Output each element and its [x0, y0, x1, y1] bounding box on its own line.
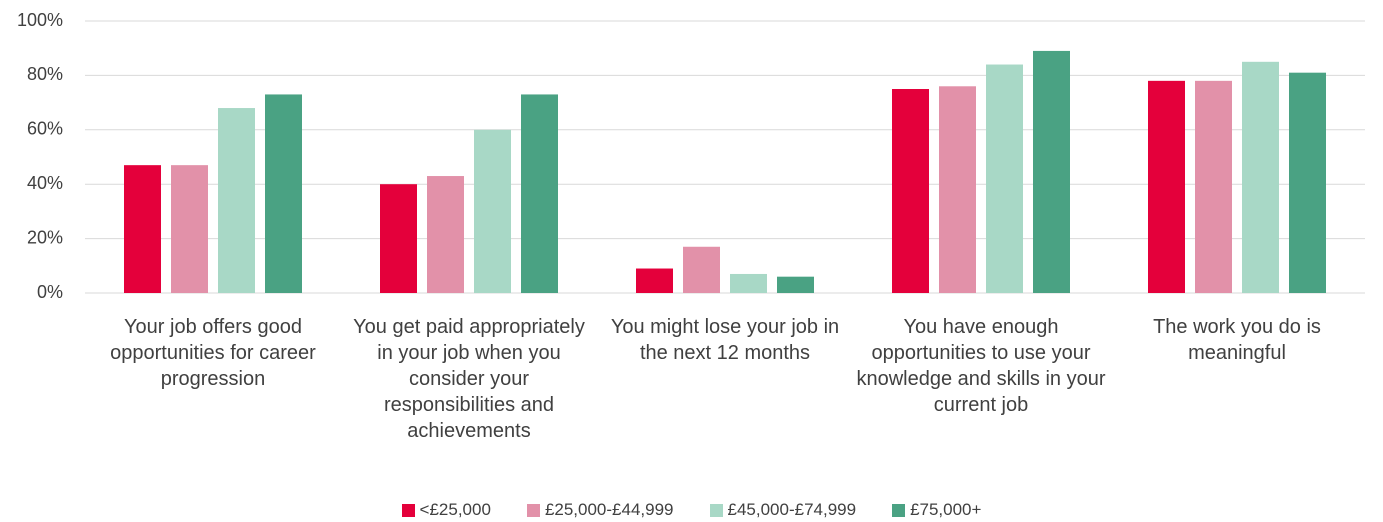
- bar: [986, 64, 1023, 294]
- y-tick-label: 20%: [27, 227, 63, 247]
- legend-swatch: [709, 503, 723, 517]
- bar: [521, 94, 558, 293]
- y-tick-label: 100%: [17, 10, 63, 30]
- legend-label: <£25,000: [419, 500, 491, 519]
- legend-label: £75,000+: [910, 500, 982, 519]
- legend-swatch: [526, 503, 540, 517]
- bar: [171, 165, 208, 293]
- x-tick-label: You get paid appropriately in your job w…: [353, 316, 585, 442]
- y-tick-label: 60%: [27, 119, 63, 139]
- bar: [1289, 72, 1326, 294]
- legend-label: £45,000-£74,999: [727, 500, 857, 519]
- bar: [892, 89, 929, 293]
- legend-item: £45,000-£74,999: [709, 500, 857, 520]
- bar: [380, 184, 417, 293]
- y-tick-label: 40%: [27, 173, 63, 193]
- legend-swatch: [401, 503, 415, 517]
- x-tick-label: You might lose your job in the next 12 m…: [610, 316, 840, 364]
- bar: [124, 165, 161, 293]
- legend-item: <£25,000: [401, 500, 491, 520]
- y-tick-label: 0%: [37, 282, 63, 302]
- bar: [730, 273, 767, 293]
- bar: [218, 108, 255, 293]
- bar: [636, 268, 673, 293]
- legend-swatch: [892, 503, 906, 517]
- bar: [1033, 50, 1070, 293]
- bar: [683, 246, 720, 293]
- legend-item: £25,000-£44,999: [526, 500, 674, 520]
- bar: [939, 86, 976, 293]
- bar: [427, 176, 464, 293]
- x-tick-label: You have enough opportunities to use you…: [856, 316, 1106, 416]
- bar: [265, 94, 302, 293]
- bar: [777, 276, 814, 293]
- x-tick-label: The work you do is meaningful: [1153, 316, 1321, 364]
- bar: [474, 129, 511, 293]
- legend-label: £25,000-£44,999: [544, 500, 674, 519]
- legend-item: £75,000+: [892, 500, 981, 520]
- bar: [1148, 80, 1185, 293]
- legend: <£25,000 £25,000-£44,999 £45,000-£74,999 £7…: [0, 500, 1383, 520]
- bar: [1242, 61, 1279, 293]
- y-tick-label: 80%: [27, 64, 63, 84]
- x-tick-label: Your job offers good opportunities for c…: [110, 316, 316, 390]
- bar: [1195, 80, 1232, 293]
